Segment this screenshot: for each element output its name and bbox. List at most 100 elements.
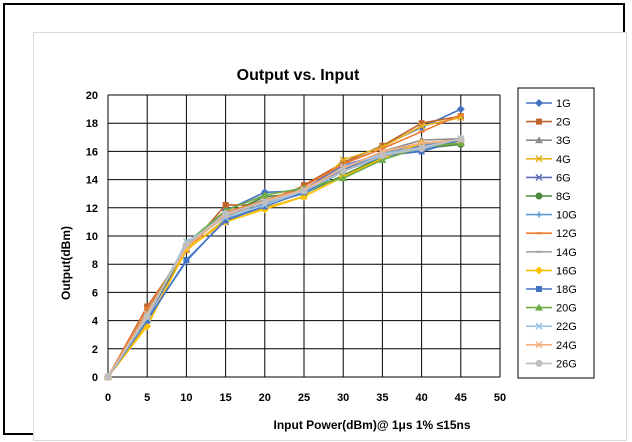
legend-marker: [535, 359, 543, 367]
legend-item-12G: 12G: [526, 228, 577, 240]
data-point-2G-7: [379, 142, 386, 149]
legend-label: 6G: [556, 172, 571, 184]
legend-item-14G: 14G: [526, 247, 577, 259]
series-6G: [104, 136, 465, 381]
legend-item-26G: 26G: [526, 358, 577, 370]
y-tick-label: 8: [92, 259, 98, 271]
legend-marker: [535, 266, 543, 275]
y-tick-label: 6: [92, 287, 98, 299]
legend-marker: [535, 173, 543, 181]
series-26G: [104, 135, 465, 381]
series-4G: [104, 114, 465, 381]
chart-title: Output vs. Input: [237, 67, 360, 84]
legend-item-8G: 8G: [526, 191, 571, 203]
series-line-26G: [107, 137, 461, 378]
legend-item-2G: 2G: [526, 117, 571, 129]
data-point-18G-3: [222, 217, 229, 224]
legend-item-22G: 22G: [526, 321, 577, 333]
data-point-26G-0: [104, 373, 112, 381]
legend-marker: [536, 118, 542, 125]
legend-label: 22G: [556, 321, 577, 333]
data-point-18G-1: [144, 317, 151, 324]
legend-label: 2G: [556, 117, 571, 129]
grid-lines: [107, 94, 501, 378]
series-line-22G: [107, 137, 461, 378]
data-point-20G-4: [260, 191, 269, 199]
legend-marker: [535, 341, 543, 349]
series-14G: [105, 137, 464, 378]
legend-label: 26G: [556, 358, 577, 370]
y-tick-label: 2: [92, 344, 98, 356]
data-point-26G-5: [300, 187, 308, 195]
legend-item-16G: 16G: [526, 265, 577, 277]
series-line-20G: [107, 142, 461, 378]
data-point-26G-7: [378, 152, 386, 160]
legend-label: 14G: [556, 247, 577, 259]
series-line-24G: [107, 139, 461, 378]
data-point-2G-3: [222, 201, 229, 208]
series-20G: [104, 138, 465, 380]
y-tick-labels: 0 2 4 6 8 10 12 14 16 18 20: [86, 90, 99, 384]
data-point-24G-8: [418, 139, 426, 147]
legend-label: 1G: [556, 98, 571, 110]
data-point-26G-1: [143, 312, 151, 320]
y-axis-title: Output(dBm): [59, 226, 73, 300]
data-point-20G-9: [456, 138, 465, 146]
legend-item-10G: 10G: [526, 210, 577, 222]
legend-label: 20G: [556, 303, 577, 315]
legend-item-18G: 18G: [526, 284, 577, 296]
data-point-26G-3: [222, 209, 230, 217]
y-tick-label: 18: [86, 118, 98, 130]
data-point-20G-6: [339, 174, 348, 182]
series-3G: [104, 134, 465, 380]
y-tick-label: 20: [86, 90, 98, 102]
series-line-4G: [107, 116, 461, 378]
legend: 1G 2G 3G 4G 6G 8G 10G 12G 14G 16G 18G 20G 22G 24G 26G: [517, 87, 595, 379]
series-line-6G: [107, 139, 461, 378]
x-tick-label: 0: [105, 392, 111, 404]
series-12G: [105, 113, 464, 378]
legend-marker: [536, 211, 542, 218]
legend-marker: [536, 286, 542, 292]
series-24G: [104, 136, 465, 381]
legend-item-1G: 1G: [526, 98, 571, 110]
x-tick-label: 50: [494, 392, 506, 404]
data-point-26G-2: [182, 240, 190, 248]
series-10G: [105, 137, 464, 380]
y-tick-label: 14: [86, 175, 99, 187]
y-tick-label: 0: [92, 372, 98, 384]
chart-area: Output vs. Input Input Power(dBm)@ 1μs 1…: [33, 32, 627, 441]
chart-frame: Output vs. Input Input Power(dBm)@ 1μs 1…: [3, 3, 627, 441]
x-axis-title: Input Power(dBm)@ 1μs 1% ≤15ns: [274, 418, 471, 432]
data-point-20G-7: [378, 155, 387, 163]
data-point-2G-6: [340, 159, 347, 166]
data-point-4G-8: [418, 122, 426, 130]
series-line-10G: [107, 139, 461, 378]
series-16G: [104, 136, 465, 381]
data-point-26G-6: [339, 167, 347, 175]
series-line-16G: [107, 139, 461, 378]
y-tick-label: 4: [92, 316, 99, 328]
legend-label: 3G: [556, 135, 571, 147]
data-point-18G-4: [261, 203, 268, 210]
x-tick-label: 45: [455, 392, 467, 404]
series-line-3G: [107, 137, 461, 378]
legend-item-6G: 6G: [526, 172, 571, 184]
data-point-18G-2: [183, 256, 190, 263]
y-tick-label: 16: [86, 146, 98, 158]
legend-label: 12G: [556, 228, 577, 240]
legend-marker: [535, 136, 543, 144]
series-line-18G: [107, 139, 462, 378]
series-8G: [104, 140, 465, 381]
y-tick-label: 10: [86, 231, 98, 243]
x-tick-label: 10: [180, 392, 192, 404]
series-22G: [104, 135, 465, 381]
x-tick-label: 25: [298, 392, 310, 404]
data-point-2G-8: [418, 120, 425, 127]
legend-marker: [535, 155, 543, 163]
legend-marker: [535, 322, 543, 330]
series-18G: [105, 137, 464, 380]
data-point-4G-6: [339, 156, 347, 164]
legend-label: 10G: [556, 210, 577, 222]
data-point-26G-9: [457, 135, 465, 143]
